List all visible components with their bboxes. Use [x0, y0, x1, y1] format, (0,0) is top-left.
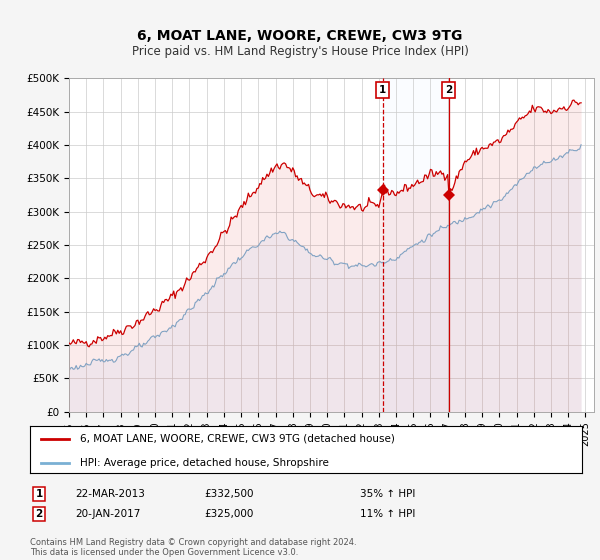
Text: 2: 2 — [35, 509, 43, 519]
Text: 20-JAN-2017: 20-JAN-2017 — [75, 509, 140, 519]
Text: 22-MAR-2013: 22-MAR-2013 — [75, 489, 145, 499]
Bar — [383, 78, 449, 412]
Text: 1: 1 — [35, 489, 43, 499]
Text: 1: 1 — [379, 85, 386, 95]
Text: £332,500: £332,500 — [204, 489, 254, 499]
Text: 6, MOAT LANE, WOORE, CREWE, CW3 9TG: 6, MOAT LANE, WOORE, CREWE, CW3 9TG — [137, 29, 463, 44]
Text: 6, MOAT LANE, WOORE, CREWE, CW3 9TG (detached house): 6, MOAT LANE, WOORE, CREWE, CW3 9TG (det… — [80, 434, 395, 444]
Text: 11% ↑ HPI: 11% ↑ HPI — [360, 509, 415, 519]
Text: 2: 2 — [445, 85, 452, 95]
Text: 35% ↑ HPI: 35% ↑ HPI — [360, 489, 415, 499]
Text: Contains HM Land Registry data © Crown copyright and database right 2024.
This d: Contains HM Land Registry data © Crown c… — [30, 538, 356, 557]
Text: Price paid vs. HM Land Registry's House Price Index (HPI): Price paid vs. HM Land Registry's House … — [131, 45, 469, 58]
Text: £325,000: £325,000 — [204, 509, 253, 519]
Text: HPI: Average price, detached house, Shropshire: HPI: Average price, detached house, Shro… — [80, 458, 329, 468]
